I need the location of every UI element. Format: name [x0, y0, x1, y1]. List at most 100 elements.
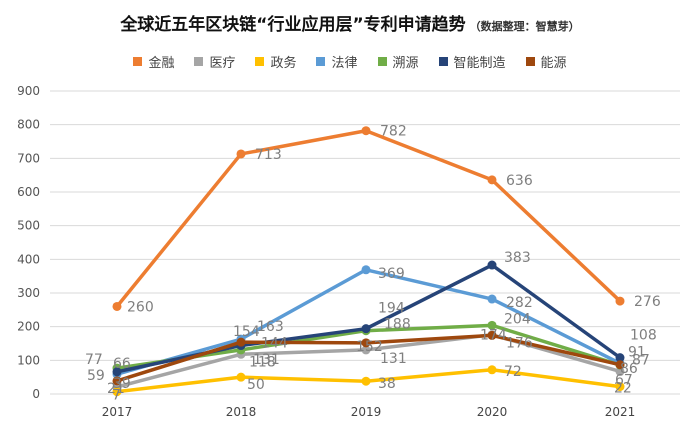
legend-label: 政务 — [270, 56, 297, 71]
x-tick-label: 2017 — [102, 405, 133, 419]
data-point — [361, 376, 371, 386]
data-label: 86 — [620, 361, 638, 377]
data-point — [487, 175, 497, 185]
data-label: 176 — [506, 336, 533, 352]
legend-swatch — [133, 57, 143, 66]
legend: 金融 医疗 政务 法律 溯源 智能制造 能源 — [0, 52, 700, 71]
y-tick-label: 200 — [17, 320, 40, 334]
data-point — [236, 372, 246, 382]
data-point — [361, 338, 371, 348]
y-tick-label: 0 — [32, 387, 40, 401]
data-point — [487, 294, 497, 304]
legend-label: 金融 — [148, 56, 175, 71]
data-label: 260 — [127, 299, 154, 315]
data-label: 204 — [504, 311, 531, 327]
data-label: 174 — [480, 327, 507, 343]
data-label: 66 — [113, 356, 131, 372]
legend-swatch — [316, 57, 326, 66]
data-point — [615, 296, 625, 306]
y-tick-label: 400 — [17, 252, 40, 266]
x-tick-label: 2019 — [351, 405, 382, 419]
legend-label: 溯源 — [392, 56, 419, 71]
data-point — [615, 366, 625, 376]
data-point — [361, 345, 371, 355]
y-tick-label: 600 — [17, 185, 40, 199]
data-point — [112, 367, 122, 377]
legend-item: 医疗 — [194, 52, 235, 71]
data-point — [361, 126, 371, 136]
chart-title: 全球近五年区块链“行业应用层”专利申请趋势 — [120, 15, 466, 35]
data-point — [615, 382, 625, 392]
y-tick-label: 300 — [17, 286, 40, 300]
chart-subtitle: （数据整理：智慧芽） — [469, 20, 580, 33]
data-label: 50 — [247, 377, 265, 393]
data-label: 72 — [504, 364, 522, 380]
data-label: 154 — [233, 324, 260, 340]
data-label: 87 — [632, 353, 650, 369]
data-point — [361, 265, 371, 275]
y-tick-label: 700 — [17, 151, 40, 165]
data-label: 369 — [378, 266, 405, 282]
data-point — [236, 149, 246, 159]
legend-swatch — [255, 57, 265, 66]
legend-item: 能源 — [525, 52, 567, 71]
data-label: 22 — [614, 381, 632, 397]
legend-label: 法律 — [331, 56, 358, 71]
data-point — [112, 301, 122, 311]
legend-item: 法律 — [316, 52, 358, 71]
y-tick-label: 800 — [17, 118, 40, 132]
legend-label: 医疗 — [209, 56, 236, 71]
data-label: 91 — [628, 344, 646, 360]
legend-swatch — [438, 57, 448, 66]
legend-swatch — [194, 57, 204, 66]
data-label: 7 — [112, 388, 121, 404]
data-label: 131 — [380, 351, 407, 367]
data-label: 38 — [378, 376, 396, 392]
data-point — [487, 320, 497, 330]
data-point — [112, 376, 122, 386]
data-label: 118 — [249, 354, 276, 370]
data-label: 163 — [257, 319, 284, 335]
data-point — [487, 260, 497, 270]
data-label: 39 — [113, 376, 131, 392]
series-line — [115, 128, 622, 308]
chart-title-row: 全球近五年区块链“行业应用层”专利申请趋势 （数据整理：智慧芽） — [0, 10, 700, 35]
x-tick-label: 2021 — [605, 405, 636, 419]
data-point — [615, 353, 625, 363]
data-label: 21 — [107, 381, 125, 397]
legend-item: 溯源 — [377, 52, 419, 71]
data-point — [487, 330, 497, 340]
legend-swatch — [377, 57, 387, 66]
data-label: 282 — [506, 295, 533, 311]
data-label: 383 — [504, 250, 531, 266]
data-point — [487, 365, 497, 375]
legend-item: 金融 — [133, 52, 174, 71]
data-label: 144 — [261, 336, 288, 352]
data-label: 782 — [380, 124, 407, 140]
data-label: 108 — [630, 328, 657, 344]
data-point — [361, 324, 371, 334]
legend-label: 智能制造 — [453, 56, 506, 71]
legend-label: 能源 — [540, 56, 567, 71]
data-label: 713 — [255, 147, 282, 163]
x-tick-label: 2020 — [477, 405, 508, 419]
data-point — [236, 337, 246, 347]
data-label: 59 — [87, 368, 105, 384]
y-tick-label: 500 — [17, 219, 40, 233]
data-label: 636 — [506, 173, 533, 189]
data-label: 188 — [384, 317, 411, 333]
data-label: 194 — [378, 301, 405, 317]
data-point — [615, 360, 625, 370]
data-label: 152 — [356, 339, 383, 355]
legend-item: 政务 — [255, 52, 296, 71]
y-tick-label: 100 — [17, 353, 40, 367]
legend-item: 智能制造 — [438, 52, 506, 71]
data-point — [112, 387, 122, 397]
x-tick-label: 2018 — [226, 405, 257, 419]
data-label: 276 — [634, 294, 661, 310]
data-label: 131 — [253, 352, 280, 368]
legend-swatch — [525, 57, 535, 66]
data-label: 67 — [615, 372, 633, 388]
y-tick-label: 900 — [17, 84, 40, 98]
